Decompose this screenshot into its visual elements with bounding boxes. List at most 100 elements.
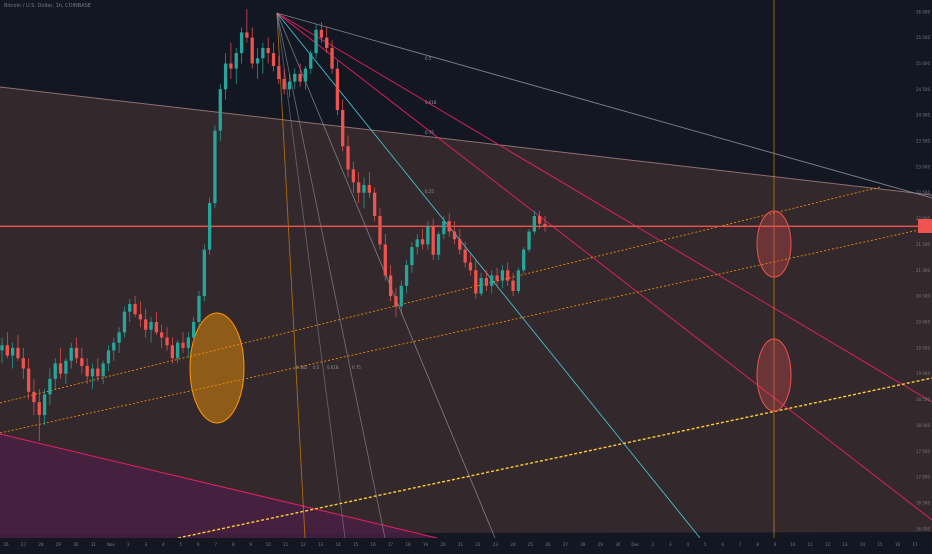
candle-body[interactable]	[160, 332, 164, 338]
candle-body[interactable]	[197, 296, 201, 322]
candle-body[interactable]	[303, 68, 308, 82]
candle-body[interactable]	[149, 322, 153, 330]
candle-body[interactable]	[26, 368, 31, 392]
candle-body[interactable]	[223, 63, 228, 90]
candle-body[interactable]	[271, 53, 276, 67]
candle-body[interactable]	[538, 216, 542, 224]
candle-body[interactable]	[255, 58, 260, 64]
candle-body[interactable]	[458, 239, 462, 250]
candle-body[interactable]	[357, 182, 361, 193]
candle-body[interactable]	[474, 270, 478, 294]
fan-line-teal[interactable]	[276, 12, 701, 539]
red-ellipse-lower[interactable]	[756, 338, 792, 412]
candle-body[interactable]	[309, 53, 313, 69]
fan-line-gray-3[interactable]	[276, 12, 386, 539]
candle-body[interactable]	[319, 29, 324, 38]
candle-body[interactable]	[463, 249, 467, 263]
candle-body[interactable]	[128, 303, 132, 312]
candle-body[interactable]	[420, 239, 425, 245]
candle-body[interactable]	[58, 363, 63, 374]
candle-body[interactable]	[250, 37, 254, 64]
candle-body[interactable]	[426, 226, 430, 245]
dotted-trendline-upper[interactable]	[0, 186, 881, 404]
fan-line-magenta-1[interactable]	[276, 12, 932, 403]
red-ellipse-upper[interactable]	[756, 210, 792, 278]
candle-body[interactable]	[69, 347, 73, 361]
channel-top-edge[interactable]	[0, 86, 932, 196]
candle-body[interactable]	[415, 239, 419, 248]
candle-body[interactable]	[218, 89, 222, 131]
candle-body[interactable]	[239, 32, 244, 54]
candle-body[interactable]	[21, 358, 25, 369]
candle-body[interactable]	[234, 53, 238, 69]
candle-body[interactable]	[96, 368, 100, 377]
candle-body[interactable]	[0, 345, 4, 351]
candle-body[interactable]	[484, 278, 489, 286]
candle-body[interactable]	[165, 337, 169, 346]
candle-body[interactable]	[10, 347, 15, 356]
candle-body[interactable]	[383, 244, 387, 276]
candle-body[interactable]	[176, 342, 180, 359]
candle-body[interactable]	[186, 337, 190, 348]
descending-channel[interactable]	[0, 87, 932, 534]
candle-body[interactable]	[133, 303, 137, 315]
candle-body[interactable]	[90, 368, 95, 377]
candle-body[interactable]	[282, 78, 286, 90]
candle-body[interactable]	[261, 47, 265, 59]
candle-body[interactable]	[16, 347, 20, 359]
candle-body[interactable]	[452, 231, 457, 240]
candle-body[interactable]	[245, 32, 249, 38]
candle-body[interactable]	[80, 358, 84, 366]
fan-lines[interactable]	[276, 12, 932, 539]
candle-body[interactable]	[351, 169, 356, 183]
candle-body[interactable]	[388, 275, 393, 297]
candle-body[interactable]	[101, 363, 105, 377]
dotted-trendline-lower[interactable]	[0, 226, 932, 434]
candle-body[interactable]	[229, 63, 233, 69]
candle-body[interactable]	[112, 342, 116, 351]
candle-body[interactable]	[325, 37, 329, 48]
candle-body[interactable]	[378, 216, 382, 245]
lower-wedge-edge[interactable]	[0, 433, 438, 539]
candle-body[interactable]	[64, 360, 68, 374]
candle-body[interactable]	[468, 262, 473, 271]
candle-body[interactable]	[287, 81, 292, 90]
candle-body[interactable]	[37, 402, 41, 416]
candle-body[interactable]	[74, 347, 79, 359]
candle-body[interactable]	[367, 184, 371, 193]
candle-body[interactable]	[202, 249, 206, 297]
candle-body[interactable]	[372, 192, 377, 216]
candle-body[interactable]	[170, 345, 175, 359]
candle-body[interactable]	[490, 275, 494, 286]
candle-body[interactable]	[442, 221, 446, 235]
candle-body[interactable]	[511, 280, 515, 291]
candle-body[interactable]	[314, 29, 318, 54]
candle-body[interactable]	[335, 68, 340, 110]
candle-body[interactable]	[207, 203, 212, 250]
candle-body[interactable]	[117, 332, 121, 343]
candle-body[interactable]	[404, 265, 409, 286]
candle-body[interactable]	[138, 314, 143, 320]
candle-body[interactable]	[506, 270, 510, 281]
candle-body[interactable]	[362, 184, 366, 193]
fan-line-gray-top[interactable]	[276, 12, 932, 199]
candle-body[interactable]	[42, 394, 47, 416]
candle-body[interactable]	[277, 66, 281, 79]
candle-body[interactable]	[293, 73, 297, 82]
candle-body[interactable]	[32, 391, 36, 403]
candle-body[interactable]	[298, 73, 302, 82]
fan-line-orange[interactable]	[276, 12, 306, 539]
candle-body[interactable]	[543, 223, 547, 227]
x-axis[interactable]: 26 27 28 29 30 31 Nov 2 3 4 5 6 7 8 9 10 11 12 13 14 15 16 17 1…	[3, 542, 918, 547]
dotted-support-line[interactable]	[177, 377, 932, 539]
candle-body[interactable]	[85, 365, 89, 377]
candle-body[interactable]	[394, 296, 398, 307]
fan-line-gray-2[interactable]	[276, 12, 496, 539]
candle-body[interactable]	[495, 275, 499, 281]
fan-line-gray-4[interactable]	[276, 12, 346, 539]
candle-body[interactable]	[346, 146, 350, 170]
candle-body[interactable]	[399, 285, 403, 307]
fan-line-magenta-2[interactable]	[276, 12, 932, 521]
candle-body[interactable]	[5, 345, 9, 356]
